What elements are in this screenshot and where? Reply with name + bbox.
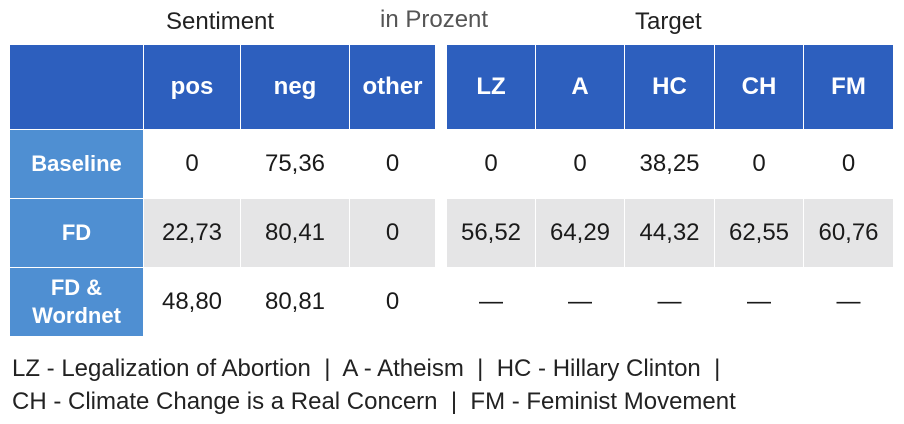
column-header-hc: HC [625, 45, 715, 130]
target-table: LZ A HC CH FM 0 0 38,25 0 0 56,52 64,29 … [447, 45, 893, 337]
sentiment-group-title: Sentiment [166, 8, 275, 35]
column-header-other: other [350, 45, 435, 130]
cell: 38,25 [625, 130, 715, 199]
row-label-fd: FD [10, 199, 144, 268]
cell: 0 [447, 130, 536, 199]
cell: 64,29 [536, 199, 625, 268]
cell: 44,32 [625, 199, 715, 268]
row-label-text: FD & Wordnet [32, 275, 121, 328]
cell: 80,41 [241, 199, 350, 268]
cell: 62,55 [715, 199, 804, 268]
target-header-row: LZ A HC CH FM [447, 45, 893, 130]
cell: — [625, 268, 715, 337]
cell: 0 [144, 130, 241, 199]
cell: — [536, 268, 625, 337]
column-header-lz: LZ [447, 45, 536, 130]
cell: 0 [350, 199, 435, 268]
table-row: FD & Wordnet 48,80 80,81 0 [10, 268, 435, 337]
table-row: 0 0 38,25 0 0 [447, 130, 893, 199]
cell: 0 [804, 130, 893, 199]
target-group-title: Target [635, 8, 702, 35]
unit-label: in Prozent [380, 6, 489, 33]
cell: 0 [715, 130, 804, 199]
column-header-pos: pos [144, 45, 241, 130]
cell: — [447, 268, 536, 337]
corner-cell [10, 45, 144, 130]
table-row: Baseline 0 75,36 0 [10, 130, 435, 199]
legend-line-2: CH - Climate Change is a Real Concern | … [12, 388, 736, 415]
cell: 0 [350, 268, 435, 337]
cell: 0 [536, 130, 625, 199]
table-row: FD 22,73 80,41 0 [10, 199, 435, 268]
sentiment-header-row: pos neg other [10, 45, 435, 130]
legend-line-1: LZ - Legalization of Abortion | A - Athe… [12, 355, 721, 382]
sentiment-table: pos neg other Baseline 0 75,36 0 FD 22,7… [10, 45, 435, 337]
cell: 56,52 [447, 199, 536, 268]
cell: 75,36 [241, 130, 350, 199]
row-label-fd-wordnet: FD & Wordnet [10, 268, 144, 337]
cell: 60,76 [804, 199, 893, 268]
abbreviation-legend: LZ - Legalization of Abortion | A - Athe… [12, 352, 736, 418]
cell: 0 [350, 130, 435, 199]
column-header-ch: CH [715, 45, 804, 130]
cell: — [804, 268, 893, 337]
cell: — [715, 268, 804, 337]
cell: 80,81 [241, 268, 350, 337]
column-header-fm: FM [804, 45, 893, 130]
table-row: — — — — — [447, 268, 893, 337]
row-label-baseline: Baseline [10, 130, 144, 199]
table-row: 56,52 64,29 44,32 62,55 60,76 [447, 199, 893, 268]
cell: 48,80 [144, 268, 241, 337]
column-header-neg: neg [241, 45, 350, 130]
cell: 22,73 [144, 199, 241, 268]
column-header-a: A [536, 45, 625, 130]
